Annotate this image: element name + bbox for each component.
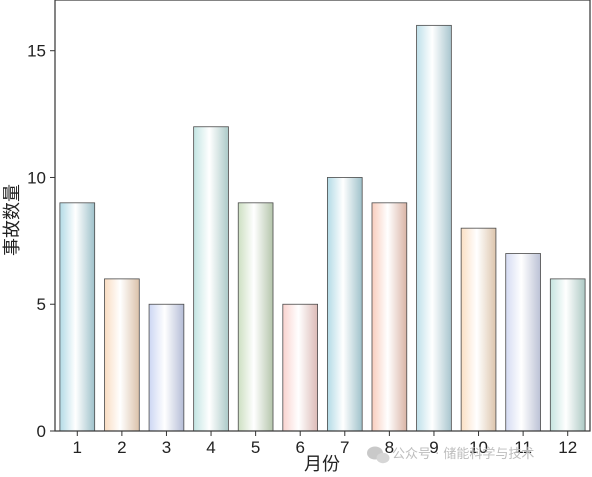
x-tick-label: 12 — [558, 438, 577, 457]
y-tick-label: 10 — [27, 168, 46, 187]
x-axis-title: 月份 — [304, 454, 340, 475]
bar-8 — [371, 202, 408, 432]
x-tick-label: 1 — [73, 438, 82, 457]
bars-group — [59, 24, 586, 432]
bar-4 — [193, 126, 229, 432]
x-tick-label: 11 — [514, 438, 532, 457]
bar-7 — [326, 177, 363, 432]
bar-1 — [59, 202, 96, 432]
wechat-icon — [367, 446, 390, 464]
x-tick-label: 4 — [206, 438, 215, 457]
bar-10 — [460, 227, 497, 432]
watermark-text: 公众号 · 储能科学与技术 — [392, 446, 534, 462]
y-tick-label: 5 — [37, 295, 46, 314]
bar-2 — [104, 278, 140, 432]
bar-12 — [549, 278, 586, 432]
watermark: 公众号 · 储能科学与技术 — [367, 446, 534, 464]
y-tick-label: 15 — [27, 42, 46, 61]
x-tick-label: 8 — [385, 438, 394, 457]
x-tick-label: 3 — [162, 438, 171, 457]
y-axis-title: 事故数量 — [2, 184, 23, 256]
y-tick-label: 0 — [37, 422, 46, 441]
x-tick-label: 6 — [295, 438, 304, 457]
x-tick-label: 9 — [429, 438, 438, 457]
y-axis: 0 5 10 15 — [27, 42, 55, 441]
bar-9 — [416, 24, 452, 432]
plot-frame — [54, 0, 591, 432]
x-tick-label: 7 — [340, 438, 349, 457]
bar-5 — [237, 202, 274, 432]
x-tick-label: 5 — [251, 438, 260, 457]
x-axis: 1 2 3 4 5 6 7 8 9 10 11 12 — [73, 431, 577, 457]
bar-6 — [282, 303, 319, 432]
x-tick-label: 2 — [117, 438, 126, 457]
bar-11 — [505, 253, 541, 432]
x-tick-label: 10 — [469, 438, 488, 457]
bar-3 — [148, 303, 185, 432]
